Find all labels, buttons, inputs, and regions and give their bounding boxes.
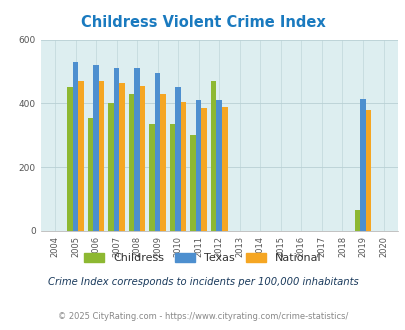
Bar — [201, 108, 207, 231]
Bar — [175, 87, 181, 231]
Bar — [78, 81, 83, 231]
Bar — [216, 100, 222, 231]
Bar — [140, 86, 145, 231]
Bar — [365, 110, 371, 231]
Bar — [196, 100, 201, 231]
Text: Crime Index corresponds to incidents per 100,000 inhabitants: Crime Index corresponds to incidents per… — [47, 277, 358, 287]
Bar — [149, 124, 154, 231]
Bar — [119, 82, 125, 231]
Bar — [87, 118, 93, 231]
Bar — [160, 94, 166, 231]
Bar — [72, 62, 78, 231]
Bar — [169, 124, 175, 231]
Bar — [181, 102, 186, 231]
Bar — [134, 68, 140, 231]
Bar — [354, 210, 359, 231]
Bar — [359, 99, 365, 231]
Bar — [222, 107, 227, 231]
Bar — [93, 65, 98, 231]
Bar — [211, 81, 216, 231]
Text: © 2025 CityRating.com - https://www.cityrating.com/crime-statistics/: © 2025 CityRating.com - https://www.city… — [58, 312, 347, 321]
Bar — [154, 73, 160, 231]
Bar — [67, 87, 72, 231]
Bar — [108, 103, 113, 231]
Bar — [190, 135, 196, 231]
Bar — [128, 94, 134, 231]
Legend: Childress, Texas, National: Childress, Texas, National — [80, 248, 325, 268]
Text: Childress Violent Crime Index: Childress Violent Crime Index — [81, 15, 324, 30]
Bar — [98, 81, 104, 231]
Bar — [113, 68, 119, 231]
